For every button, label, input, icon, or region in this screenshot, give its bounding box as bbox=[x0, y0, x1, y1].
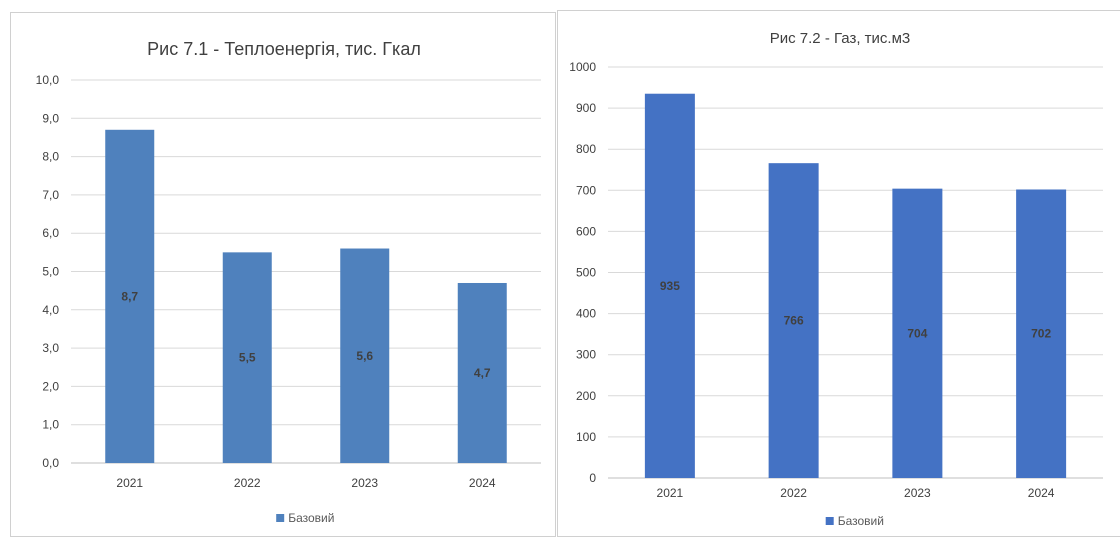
y-tick-label: 8,0 bbox=[42, 150, 59, 164]
x-tick-label: 2024 bbox=[1028, 486, 1055, 500]
bar bbox=[768, 163, 819, 478]
data-label: 935 bbox=[660, 279, 680, 293]
y-tick-label: 10,0 bbox=[36, 73, 60, 87]
legend-swatch bbox=[276, 514, 285, 522]
data-label: 4,7 bbox=[474, 366, 491, 380]
y-tick-label: 800 bbox=[576, 142, 596, 156]
y-tick-label: 1000 bbox=[569, 60, 596, 74]
y-tick-label: 400 bbox=[576, 307, 596, 321]
y-tick-label: 300 bbox=[576, 348, 596, 362]
y-tick-label: 7,0 bbox=[42, 188, 59, 202]
y-tick-label: 100 bbox=[576, 430, 596, 444]
data-label: 5,5 bbox=[239, 351, 256, 365]
data-label: 766 bbox=[784, 314, 804, 328]
legend-swatch bbox=[825, 517, 834, 525]
data-label: 704 bbox=[907, 326, 927, 340]
y-tick-label: 0,0 bbox=[42, 456, 59, 470]
x-tick-label: 2024 bbox=[469, 476, 496, 490]
bar bbox=[457, 282, 507, 463]
y-tick-label: 900 bbox=[576, 101, 596, 115]
x-tick-label: 2023 bbox=[351, 476, 378, 490]
chart-title: Рис 7.2 - Газ, тис.м3 bbox=[770, 30, 910, 47]
y-tick-label: 9,0 bbox=[42, 111, 59, 125]
bar bbox=[340, 248, 390, 463]
data-label: 5,6 bbox=[356, 349, 373, 363]
x-tick-label: 2022 bbox=[780, 486, 807, 500]
chart-title: Рис 7.1 - Теплоенергія, тис. Гкал bbox=[147, 39, 421, 59]
bar bbox=[892, 188, 943, 478]
y-tick-label: 600 bbox=[576, 224, 596, 238]
chart-panel-gas: Рис 7.2 - Газ, тис.м3 0 100 200 300 400 500 600… bbox=[557, 10, 1120, 537]
chart-panel-heat: Рис 7.1 - Теплоенергія, тис. Гкал 0,0 1,0 2… bbox=[10, 12, 556, 537]
legend-label: Базовий bbox=[288, 511, 334, 525]
y-tick-label: 4,0 bbox=[42, 303, 59, 317]
x-tick-label: 2021 bbox=[116, 476, 143, 490]
x-tick-label: 2022 bbox=[234, 476, 261, 490]
y-tick-label: 2,0 bbox=[42, 379, 59, 393]
y-tick-label: 3,0 bbox=[42, 341, 59, 355]
gas-chart: Рис 7.2 - Газ, тис.м3 0 100 200 300 400 500 600… bbox=[569, 30, 1103, 528]
x-tick-label: 2023 bbox=[904, 486, 931, 500]
y-tick-label: 0 bbox=[589, 471, 596, 485]
bar bbox=[644, 93, 695, 478]
y-tick-label: 5,0 bbox=[42, 265, 59, 279]
bar bbox=[105, 129, 155, 463]
y-tick-label: 200 bbox=[576, 389, 596, 403]
data-label: 702 bbox=[1031, 327, 1051, 341]
bar bbox=[1016, 189, 1067, 478]
data-label: 8,7 bbox=[121, 289, 138, 303]
legend-label: Базовий bbox=[838, 514, 884, 528]
heat-energy-chart: Рис 7.1 - Теплоенергія, тис. Гкал 0,0 1,0 2… bbox=[36, 39, 541, 525]
x-tick-label: 2021 bbox=[657, 486, 684, 500]
bar bbox=[222, 252, 272, 463]
y-tick-label: 6,0 bbox=[42, 226, 59, 240]
y-tick-label: 1,0 bbox=[42, 418, 59, 432]
y-tick-label: 700 bbox=[576, 183, 596, 197]
y-tick-label: 500 bbox=[576, 266, 596, 280]
